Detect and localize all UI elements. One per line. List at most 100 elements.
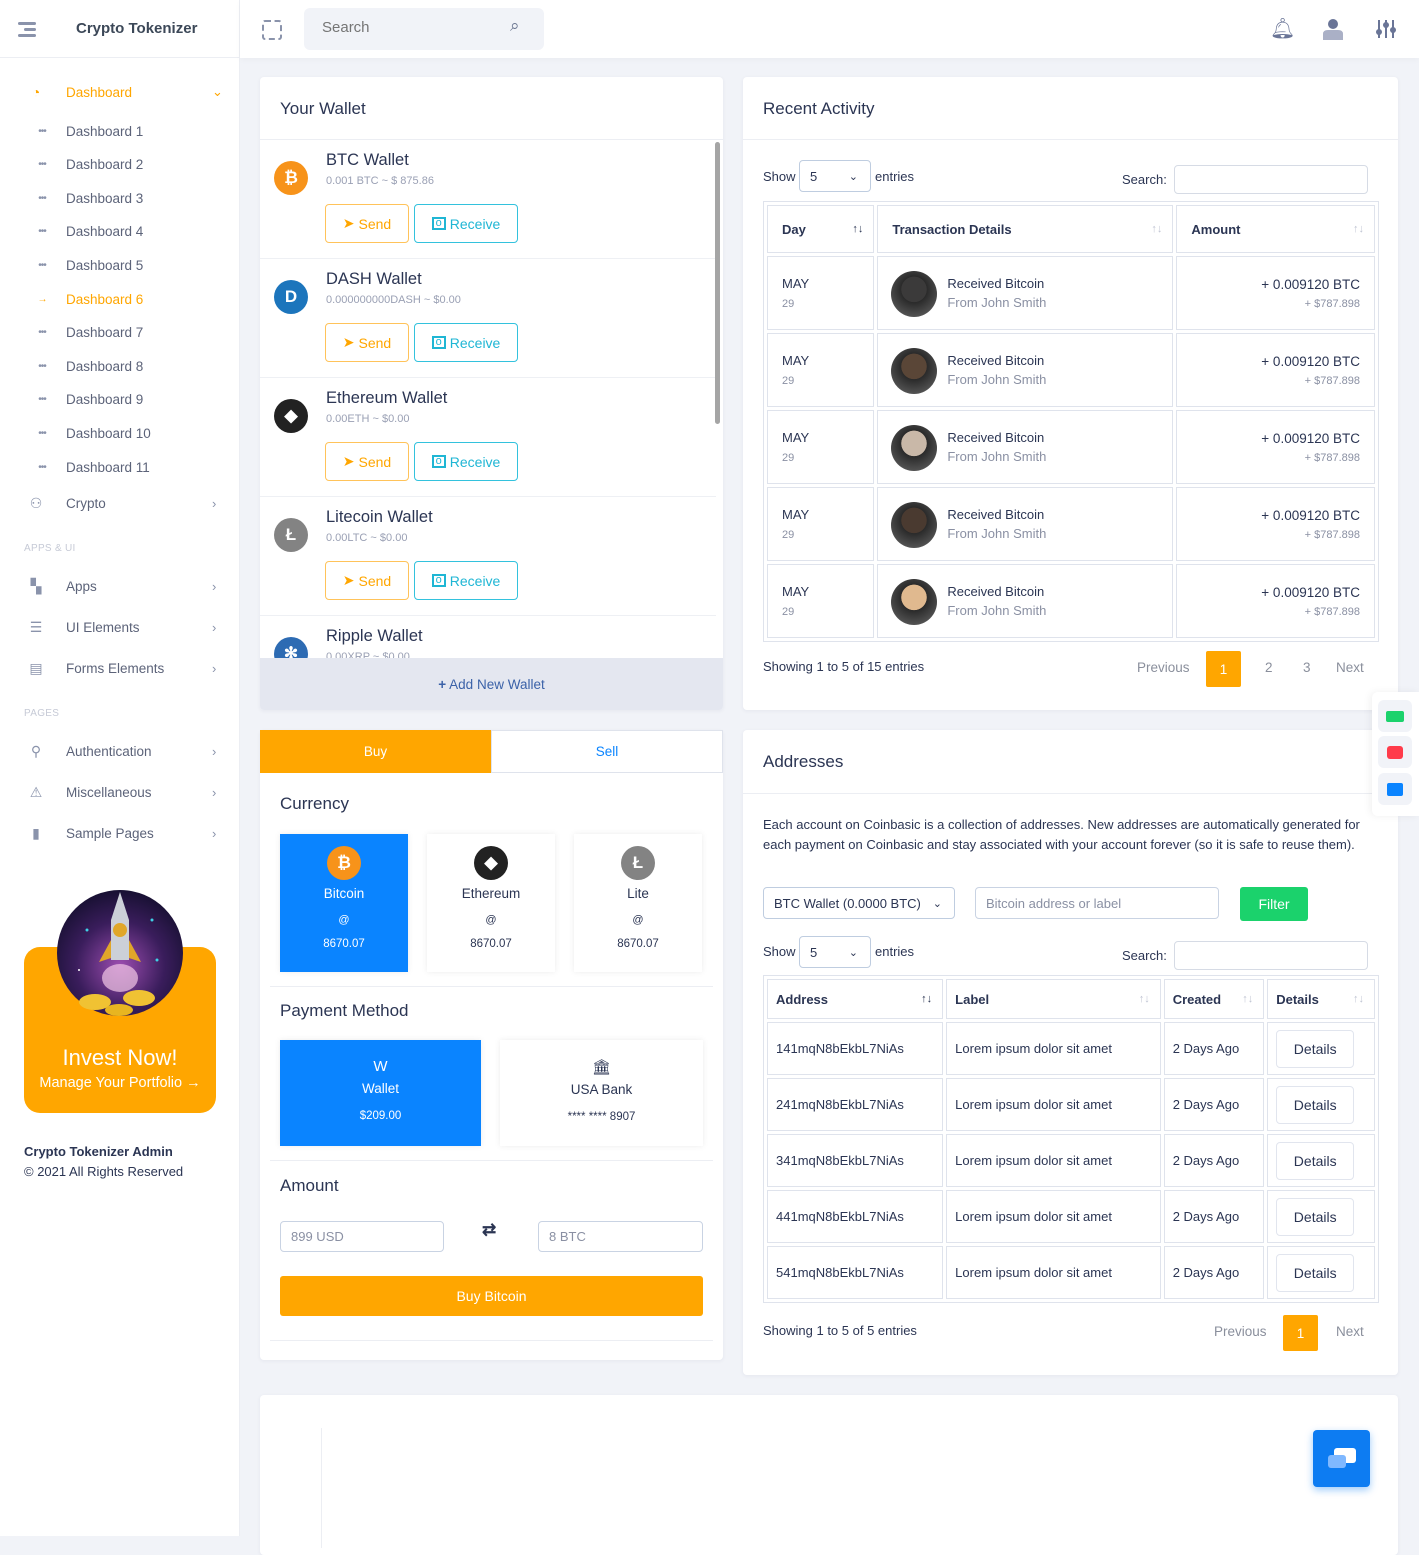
details-button[interactable]: Details — [1276, 1085, 1355, 1124]
next-page-button[interactable]: Next — [1336, 1324, 1364, 1339]
column-header[interactable]: Transaction Details ↑↓ — [877, 205, 1174, 253]
sidebar-item-dashboard[interactable]: ◔ Dashboard ⌄ — [0, 82, 240, 102]
label-cell: Lorem ipsum dolor sit amet — [946, 1078, 1161, 1131]
send-button[interactable]: ➤ Send — [325, 561, 409, 600]
sidebar-item-crypto[interactable]: ⚇ Crypto › — [0, 493, 240, 513]
sort-icon[interactable]: ↑↓ — [1353, 223, 1364, 235]
swap-icon[interactable]: ⇄ — [482, 1220, 497, 1239]
day-cell: MAY 29 — [767, 333, 875, 407]
currency-option-bitcoin[interactable]: ₿ Bitcoin @8670.07 — [280, 834, 408, 972]
sidebar-subitem[interactable]: ••• Dashboard 10 — [0, 423, 240, 443]
page-button[interactable]: 1 — [1283, 1315, 1318, 1351]
sidebar-subitem[interactable]: ••• Dashboard 7 — [0, 323, 240, 343]
sort-icon[interactable]: ↑↓ — [852, 223, 864, 235]
filter-button[interactable]: Filter — [1240, 887, 1308, 921]
sidebar-subitem[interactable]: ••• Dashboard 11 — [0, 457, 240, 477]
sidebar-item-authentication[interactable]: ⚲ Authentication › — [0, 741, 240, 761]
sidebar-subitem[interactable]: ••• Dashboard 1 — [0, 121, 240, 141]
activity-search-input[interactable] — [1174, 165, 1368, 194]
promo-link[interactable]: Manage Your Portfolio → — [39, 1075, 201, 1091]
sort-icon[interactable]: ↑↓ — [1151, 223, 1163, 235]
table-info: Showing 1 to 5 of 5 entries — [763, 1323, 917, 1338]
page-button[interactable]: 1 — [1206, 651, 1241, 687]
details-button[interactable]: Details — [1276, 1197, 1355, 1236]
send-button[interactable]: ➤ Send — [325, 323, 409, 362]
image-icon[interactable] — [1378, 736, 1412, 768]
fullscreen-icon[interactable] — [262, 20, 282, 40]
paper-plane-icon: ➤ — [342, 572, 355, 588]
label-cell: Lorem ipsum dolor sit amet — [946, 1246, 1161, 1299]
ui-elements-icon: ☰ — [29, 618, 43, 635]
sidebar-item-apps[interactable]: ▚ Apps › — [0, 576, 240, 596]
send-button[interactable]: ➤ Send — [325, 204, 409, 243]
sidebar-subitem[interactable]: ••• Dashboard 3 — [0, 188, 240, 208]
address-filter-input[interactable]: Bitcoin address or label — [975, 887, 1219, 919]
column-header[interactable]: Created ↑↓ — [1163, 979, 1265, 1019]
column-header[interactable]: Address ↑↓ — [767, 979, 944, 1019]
receive-button[interactable]: o Receive — [414, 561, 518, 600]
payment-option-wallet[interactable]: W Wallet $209.00 — [280, 1040, 481, 1146]
sidebar-subitem[interactable]: ••• Dashboard 2 — [0, 155, 240, 175]
currency-option-lite[interactable]: Ł Lite @8670.07 — [574, 834, 702, 972]
sort-icon[interactable]: ↑↓ — [1353, 993, 1364, 1005]
sidebar-subitem[interactable]: ••• Dashboard 5 — [0, 255, 240, 275]
chat-button[interactable] — [1313, 1430, 1370, 1487]
settings-sliders-icon[interactable] — [1375, 18, 1397, 40]
wallet-select[interactable]: BTC Wallet (0.0000 BTC) ⌄ — [763, 887, 955, 919]
app-title: Crypto Tokenizer — [76, 20, 198, 37]
sidebar-item-sample-pages[interactable]: ▮ Sample Pages › — [0, 823, 240, 843]
amount-cell: + 0.009120 BTC + $787.898 — [1176, 487, 1375, 561]
search-icon[interactable]: ⌕ — [510, 16, 520, 35]
sort-icon[interactable]: ↑↓ — [1242, 993, 1254, 1005]
column-header[interactable]: Label ↑↓ — [946, 979, 1161, 1019]
amount-btc-input[interactable]: 8 BTC — [538, 1221, 703, 1252]
sidebar-subitem[interactable]: ••• Dashboard 4 — [0, 222, 240, 242]
send-button[interactable]: ➤ Send — [325, 442, 409, 481]
sort-icon[interactable]: ↑↓ — [1138, 993, 1150, 1005]
tab-buy[interactable]: Buy — [260, 730, 491, 773]
user-icon[interactable] — [1323, 18, 1343, 40]
money-icon[interactable] — [1378, 700, 1412, 732]
receive-button[interactable]: o Receive — [414, 323, 518, 362]
sidebar-item-miscellaneous[interactable]: ⚠ Miscellaneous › — [0, 782, 240, 802]
add-new-wallet-button[interactable]: + Add New Wallet — [260, 658, 723, 710]
search-input[interactable] — [322, 19, 502, 36]
wallet-list-scrollbar[interactable] — [715, 142, 720, 424]
money-bill-icon: o — [431, 217, 446, 230]
previous-page-button[interactable]: Previous — [1137, 660, 1190, 675]
sidebar-subitem[interactable]: ••• Dashboard 8 — [0, 356, 240, 376]
sidebar-subitem[interactable]: → Dashboard 6 — [0, 289, 240, 309]
column-header[interactable]: Details ↑↓ — [1267, 979, 1375, 1019]
details-button[interactable]: Details — [1276, 1029, 1355, 1068]
page-button[interactable]: 2 — [1265, 660, 1273, 675]
currency-option-ethereum[interactable]: ◆ Ethereum @8670.07 — [427, 834, 555, 972]
chevron-down-icon: ⌄ — [848, 170, 858, 183]
arrow-right-icon: → — [37, 293, 48, 305]
next-page-button[interactable]: Next — [1336, 660, 1364, 675]
details-button[interactable]: Details — [1276, 1253, 1355, 1292]
column-header[interactable]: Amount ↑↓ — [1176, 205, 1375, 253]
bell-icon[interactable]: 🔔︎ — [1270, 18, 1296, 40]
amount-usd-input[interactable]: 899 USD — [280, 1221, 444, 1252]
page-size-select[interactable]: 5 ⌄ — [799, 936, 871, 968]
sort-icon[interactable]: ↑↓ — [921, 993, 933, 1005]
coin-icon: ✻ — [274, 637, 308, 658]
receive-button[interactable]: o Receive — [414, 442, 518, 481]
addresses-search-input[interactable] — [1174, 941, 1368, 970]
previous-page-button[interactable]: Previous — [1214, 1324, 1267, 1339]
details-button[interactable]: Details — [1276, 1141, 1355, 1180]
page-button[interactable]: 3 — [1303, 660, 1311, 675]
search-box[interactable]: ⌕ — [304, 8, 544, 50]
sidebar-item-forms-elements[interactable]: ▤ Forms Elements › — [0, 658, 240, 678]
column-header[interactable]: Day ↑↓ — [767, 205, 875, 253]
receive-button[interactable]: o Receive — [414, 204, 518, 243]
page-size-select[interactable]: 5 ⌄ — [799, 160, 871, 192]
tab-sell[interactable]: Sell — [491, 730, 723, 773]
sidebar-subitem[interactable]: ••• Dashboard 9 — [0, 390, 240, 410]
chat-icon[interactable] — [1378, 773, 1412, 805]
sidebar-item-ui-elements[interactable]: ☰ UI Elements › — [0, 617, 240, 637]
payment-option-usa-bank[interactable]: 🏛 USA Bank **** **** 8907 — [500, 1040, 703, 1146]
buy-bitcoin-button[interactable]: Buy Bitcoin — [280, 1276, 703, 1316]
menu-toggle-icon[interactable] — [18, 22, 36, 40]
month: MAY — [782, 353, 810, 368]
